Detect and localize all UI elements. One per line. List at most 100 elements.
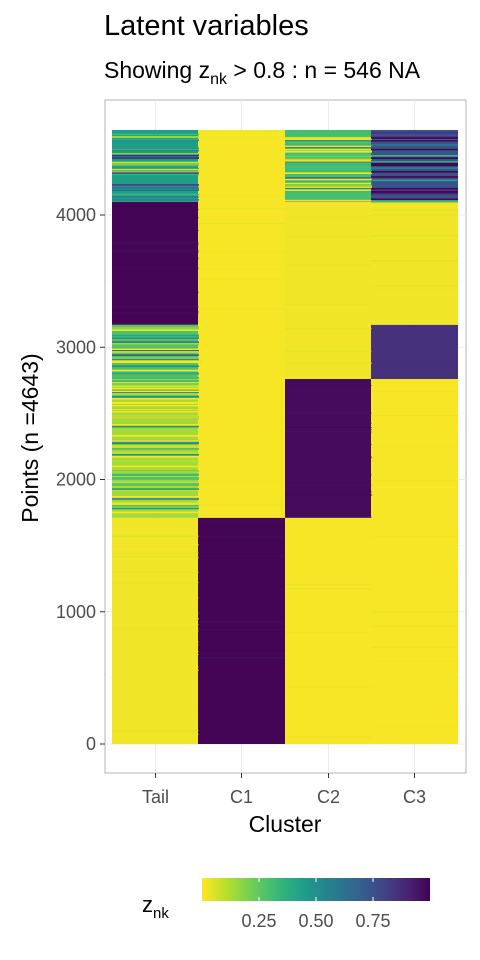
heatmap-row-stripe	[112, 376, 199, 379]
heatmap-row-stripe	[371, 565, 458, 566]
heatmap-row-stripe	[285, 155, 372, 158]
heatmap-row-stripe	[112, 343, 199, 346]
heatmap-row-stripe	[112, 361, 199, 364]
heatmap-row-stripe	[198, 131, 285, 133]
heatmap-row-stripe	[285, 456, 372, 458]
heatmap-row-stripe	[198, 129, 285, 131]
heatmap-row-stripe	[112, 404, 199, 407]
heatmap-row-stripe	[285, 649, 372, 651]
heatmap-row-stripe	[112, 168, 199, 171]
legend-title: znk	[142, 892, 169, 922]
heatmap-row-stripe	[371, 725, 458, 727]
heatmap-row-stripe	[285, 250, 372, 252]
heatmap-row-stripe	[112, 730, 199, 732]
heatmap-row-stripe	[198, 187, 285, 188]
heatmap-row-stripe	[112, 474, 199, 476]
heatmap-row-stripe	[371, 191, 458, 193]
heatmap-row-stripe	[198, 433, 285, 434]
heatmap-row-stripe	[112, 188, 199, 191]
heatmap-row-stripe	[112, 401, 199, 404]
heatmap-row-stripe	[112, 348, 199, 351]
heatmap-row-stripe	[112, 408, 199, 411]
heatmap-row-stripe	[198, 615, 285, 617]
heatmap-row-stripe	[371, 585, 458, 587]
heatmap-row-stripe	[371, 691, 458, 693]
heatmap-row-stripe	[112, 326, 199, 329]
heatmap-row-stripe	[198, 621, 285, 623]
heatmap-row-stripe	[198, 423, 285, 425]
y-axis: 0 1000 2000 3000 4000	[56, 205, 105, 754]
heatmap-row-stripe	[198, 481, 285, 483]
heatmap-row-stripe	[371, 626, 458, 627]
heatmap-row-stripe	[112, 334, 199, 337]
heatmap-row-stripe	[112, 441, 199, 444]
heatmap-row-stripe	[371, 157, 458, 160]
heatmap-row-stripe	[285, 656, 372, 657]
heatmap-row-stripe	[198, 310, 285, 312]
heatmap-row-stripe	[371, 265, 458, 267]
heatmap-row-stripe	[371, 187, 458, 190]
heatmap-row-stripe	[112, 397, 199, 400]
heatmap-row-stripe	[371, 636, 458, 638]
heatmap-row-stripe	[112, 478, 199, 481]
heatmap-row-stripe	[198, 427, 285, 428]
heatmap-row-stripe	[285, 264, 372, 266]
heatmap-row-stripe	[285, 314, 372, 316]
heatmap-row-stripe	[112, 167, 199, 170]
heatmap-row-stripe	[112, 504, 199, 507]
heatmap-tile-c3	[371, 324, 458, 379]
heatmap-row-stripe	[112, 395, 199, 398]
heatmap-row-stripe	[112, 327, 199, 330]
heatmap-row-stripe	[371, 131, 458, 134]
heatmap-row-stripe	[371, 415, 458, 417]
heatmap-row-stripe	[198, 251, 285, 253]
heatmap-row-stripe	[285, 199, 372, 202]
y-tick-label: 1000	[56, 602, 96, 622]
heatmap-row-stripe	[112, 149, 199, 152]
heatmap-row-stripe	[371, 590, 458, 592]
heatmap-row-stripe	[198, 308, 285, 310]
heatmap-row-stripe	[371, 685, 458, 687]
heatmap-row-stripe	[285, 158, 372, 161]
heatmap-row-stripe	[371, 277, 458, 279]
heatmap-row-stripe	[198, 371, 285, 373]
legend-title-sub: nk	[153, 905, 169, 922]
heatmap-row-stripe	[198, 657, 285, 659]
heatmap-row-stripe	[112, 651, 199, 653]
heatmap-row-stripe	[112, 341, 199, 343]
heatmap-row-stripe	[285, 245, 372, 247]
heatmap-row-stripe	[112, 359, 199, 361]
heatmap-row-stripe	[371, 693, 458, 695]
heatmap-row-stripe	[371, 485, 458, 487]
heatmap-row-stripe	[285, 569, 372, 571]
heatmap-row-stripe	[112, 173, 199, 176]
heatmap-row-stripe	[198, 263, 285, 265]
heatmap-row-stripe	[112, 138, 199, 141]
x-tick-label: C3	[403, 787, 426, 807]
x-axis: Tail C1 C2 C3	[142, 773, 426, 807]
heatmap-row-stripe	[112, 209, 199, 211]
heatmap-row-stripe	[198, 432, 285, 434]
heatmap-row-stripe	[371, 446, 458, 448]
heatmap-row-stripe	[112, 641, 199, 643]
heatmap-row-stripe	[112, 410, 199, 413]
heatmap-row-stripe	[112, 172, 199, 174]
heatmap-row-stripe	[198, 292, 285, 294]
heatmap-row-stripe	[285, 163, 372, 166]
heatmap-row-stripe	[285, 169, 372, 172]
heatmap-row-stripe	[285, 144, 372, 147]
heatmap-row-stripe	[198, 170, 285, 171]
heatmap-row-stripe	[112, 199, 199, 201]
subtitle-suffix: > 0.8 : n = 546 NA	[227, 57, 421, 83]
heatmap-row-stripe	[371, 139, 458, 142]
heatmap-row-stripe	[112, 169, 199, 172]
heatmap-row-stripe	[285, 632, 372, 633]
heatmap-row-stripe	[285, 184, 372, 187]
heatmap-row-stripe	[285, 547, 372, 549]
heatmap-row-stripe	[112, 312, 199, 314]
heatmap-row-stripe	[285, 138, 372, 141]
heatmap-row-stripe	[198, 195, 285, 197]
heatmap-row-stripe	[371, 285, 458, 287]
heatmap-tile-c2	[285, 378, 372, 518]
heatmap-row-stripe	[285, 686, 372, 688]
